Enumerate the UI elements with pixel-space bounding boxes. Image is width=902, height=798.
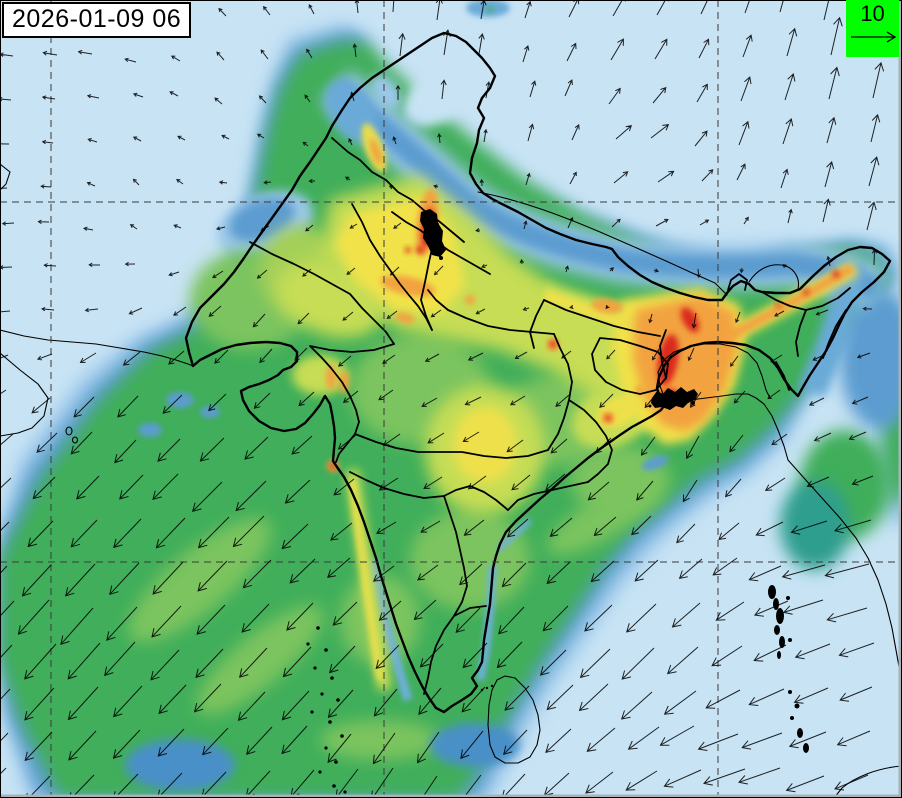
island	[65, 426, 73, 436]
bangladesh-coast	[671, 393, 789, 461]
bangladesh-border	[657, 343, 771, 403]
nepal-north-border	[477, 191, 728, 296]
myanmar-coast	[787, 459, 901, 673]
timestamp-text: 2026-01-09 06	[12, 5, 182, 33]
india-outline	[184, 31, 892, 714]
sumatra-coast	[833, 765, 902, 798]
state-boundaries	[249, 137, 851, 695]
sri-lanka-outline	[487, 675, 541, 764]
country-coastlines	[0, 163, 902, 798]
pakistan-coastline	[0, 329, 194, 367]
wind-scale-value: 10	[860, 1, 885, 26]
wind-scale-legend: 10	[846, 0, 899, 57]
island	[71, 436, 79, 444]
hormuz-coast	[0, 163, 11, 191]
wind-scale-arrow-icon	[850, 31, 896, 43]
islands	[306, 585, 809, 794]
bhutan-border	[748, 264, 800, 290]
arabia-coast	[0, 352, 49, 437]
timestamp-label: 2026-01-09 06	[2, 2, 192, 38]
